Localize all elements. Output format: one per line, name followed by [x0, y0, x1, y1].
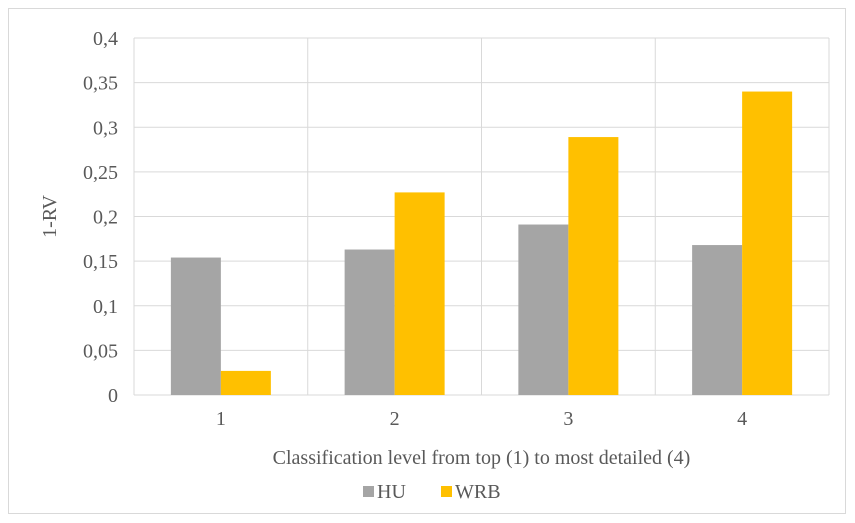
x-tick-label: 2 [390, 408, 400, 430]
bars [170, 91, 793, 396]
bar-hu-1 [170, 257, 221, 395]
bar-wrb-3 [568, 137, 619, 395]
y-tick-label: 0,35 [83, 73, 118, 95]
x-tick-label: 1 [216, 408, 226, 430]
y-tick-label: 0,4 [93, 28, 118, 50]
y-tick-label: 0,1 [93, 296, 118, 318]
y-tick-label: 0,05 [83, 340, 118, 362]
y-tick-label: 0,3 [93, 117, 118, 139]
legend-label-hu: HU [377, 481, 406, 503]
bar-wrb-1 [220, 370, 271, 395]
bar-wrb-2 [394, 192, 445, 395]
gridlines [133, 37, 830, 396]
bar-hu-4 [692, 245, 743, 395]
x-tick-labels: 1 2 3 4 [216, 408, 747, 430]
bar-hu-2 [344, 249, 395, 395]
y-tick-labels: 0 0,05 0,1 0,15 0,2 0,25 0,3 0,35 0,4 [83, 28, 118, 407]
bar-wrb-4 [742, 91, 793, 396]
x-tick-label: 4 [737, 408, 747, 430]
legend: HU WRB [363, 481, 501, 503]
y-axis-title: 1-RV [39, 195, 61, 238]
bar-hu-3 [518, 224, 569, 395]
legend-swatch-wrb [441, 486, 452, 497]
y-tick-label: 0 [108, 385, 118, 407]
y-tick-label: 0,25 [83, 162, 118, 184]
y-tick-label: 0,2 [93, 207, 118, 229]
x-tick-label: 3 [563, 408, 573, 430]
legend-swatch-hu [363, 486, 374, 497]
y-tick-label: 0,15 [83, 251, 118, 273]
x-axis-title: Classification level from top (1) to mos… [273, 447, 691, 469]
legend-label-wrb: WRB [455, 481, 501, 503]
